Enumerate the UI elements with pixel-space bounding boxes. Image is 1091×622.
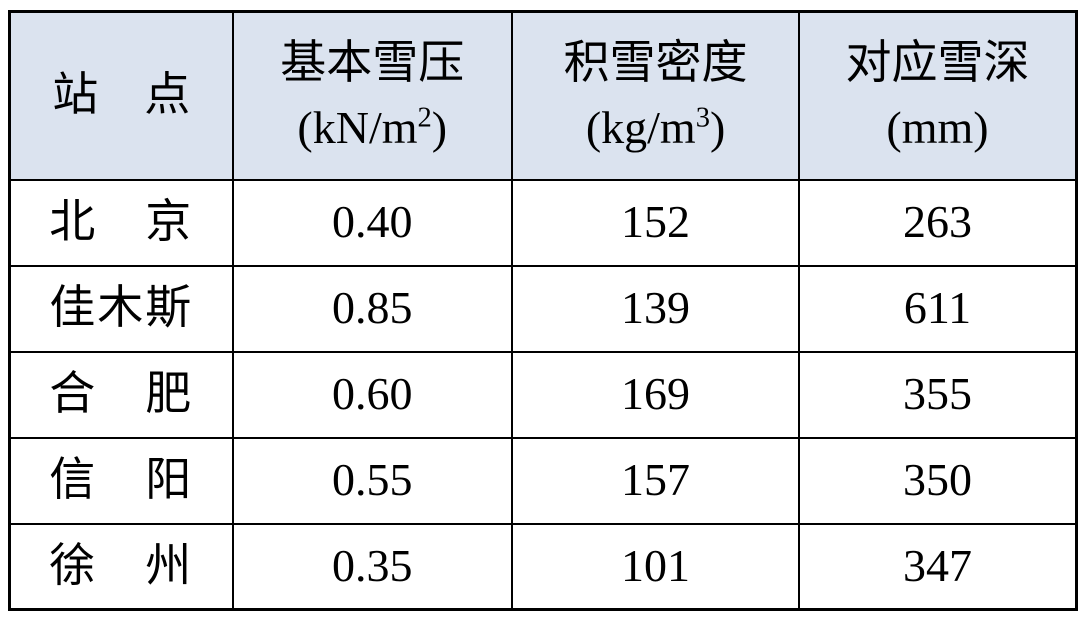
table-body: 北 京 0.40 152 263 佳木斯 0.85 139 611 合 肥 0.… <box>8 178 1078 611</box>
snow-load-table: 站 点 基本雪压 (kN/m2) 积雪密度 (kg/m3) 对应雪深 <box>8 10 1078 611</box>
header-snow-density-unit: (kg/m3) <box>585 101 726 153</box>
header-snow-density-title: 积雪密度 <box>563 37 748 89</box>
header-snow-pressure-unit: (kN/m2) <box>297 101 448 153</box>
header-snow-depth-title: 对应雪深 <box>845 37 1030 89</box>
station-cell: 佳木斯 <box>8 264 234 353</box>
table-row: 合 肥 0.60 169 355 <box>8 350 1078 439</box>
station-cell: 北 京 <box>8 178 234 267</box>
snow-pressure-cell: 0.40 <box>231 178 514 267</box>
snow-density-cell: 169 <box>511 350 801 439</box>
snow-density-cell: 157 <box>511 436 801 525</box>
snow-depth-cell: 350 <box>798 436 1078 525</box>
snow-pressure-cell: 0.55 <box>231 436 514 525</box>
header-snow-density: 积雪密度 (kg/m3) <box>511 10 801 181</box>
station-cell: 信 阳 <box>8 436 234 525</box>
snow-density-cell: 152 <box>511 178 801 267</box>
header-snow-pressure-title: 基本雪压 <box>280 37 465 89</box>
station-cell: 合 肥 <box>8 350 234 439</box>
snow-depth-cell: 611 <box>798 264 1078 353</box>
snow-pressure-cell: 0.60 <box>231 350 514 439</box>
table-row: 徐 州 0.35 101 347 <box>8 522 1078 611</box>
snow-depth-cell: 263 <box>798 178 1078 267</box>
table-row: 北 京 0.40 152 263 <box>8 178 1078 267</box>
table-header: 站 点 基本雪压 (kN/m2) 积雪密度 (kg/m3) 对应雪深 <box>8 10 1078 181</box>
snow-density-cell: 139 <box>511 264 801 353</box>
header-row: 站 点 基本雪压 (kN/m2) 积雪密度 (kg/m3) 对应雪深 <box>8 10 1078 181</box>
snow-depth-cell: 347 <box>798 522 1078 611</box>
snow-depth-cell: 355 <box>798 350 1078 439</box>
station-cell: 徐 州 <box>8 522 234 611</box>
header-snow-depth-unit: (mm) <box>886 101 989 153</box>
header-station: 站 点 <box>8 10 234 181</box>
table-row: 佳木斯 0.85 139 611 <box>8 264 1078 353</box>
header-snow-pressure: 基本雪压 (kN/m2) <box>231 10 514 181</box>
table-row: 信 阳 0.55 157 350 <box>8 436 1078 525</box>
header-snow-depth: 对应雪深 (mm) <box>798 10 1078 181</box>
snow-pressure-cell: 0.35 <box>231 522 514 611</box>
snow-pressure-cell: 0.85 <box>231 264 514 353</box>
snow-density-cell: 101 <box>511 522 801 611</box>
